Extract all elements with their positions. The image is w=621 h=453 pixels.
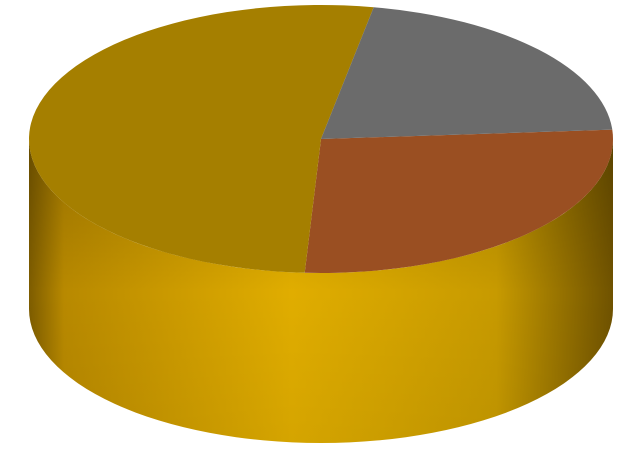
pie-top-layer bbox=[29, 5, 613, 273]
pie-slice-3 bbox=[321, 7, 613, 140]
pie-slice-1 bbox=[304, 129, 613, 273]
pie-slice-2 bbox=[29, 5, 374, 273]
pie-side-layer bbox=[29, 139, 613, 443]
pie-side-shade bbox=[29, 139, 613, 443]
